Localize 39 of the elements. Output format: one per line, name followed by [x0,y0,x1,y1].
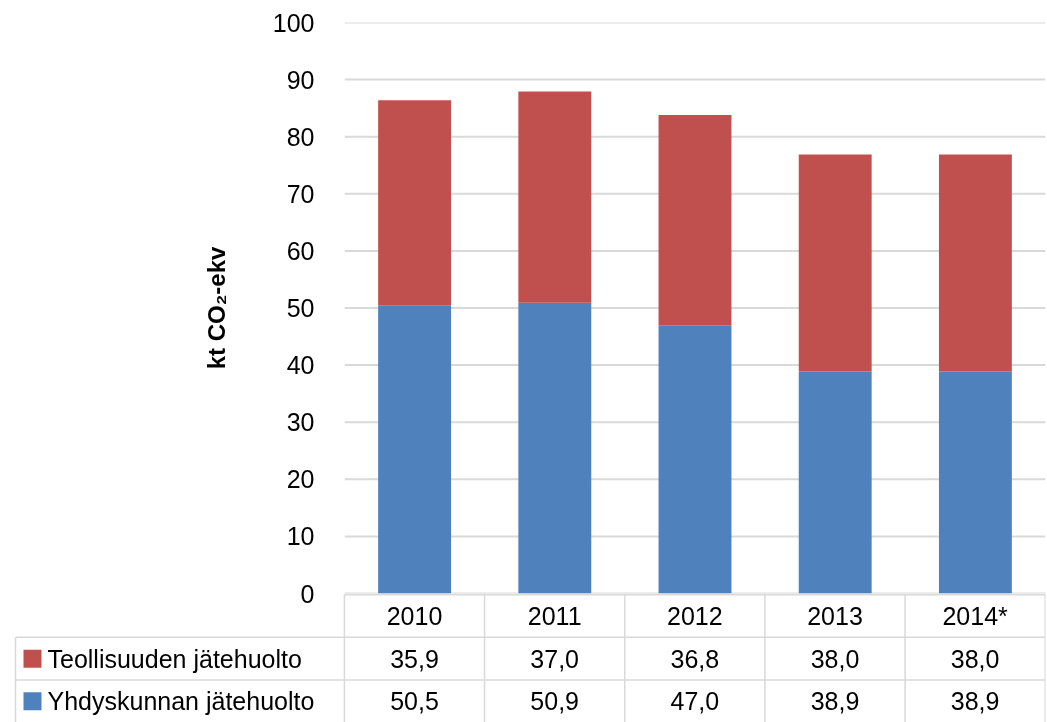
bar [518,91,592,303]
data-label: 37,0 [530,644,579,673]
data-label: 36,8 [670,644,720,673]
bar [798,371,872,594]
data-label: 50,9 [530,687,579,716]
data-label: 38,0 [950,644,1000,673]
bar [938,154,1012,372]
y-tick-label: 100 [272,8,315,37]
legend-label: Yhdyskunnan jätehuolto [47,687,315,716]
data-label: 38,9 [950,687,1000,716]
y-tick-label: 60 [286,236,315,265]
data-label: 38,0 [810,644,860,673]
x-tick-label: 2013 [807,602,863,631]
data-label: 47,0 [670,687,720,716]
x-tick-label: 2011 [527,602,582,631]
bar [798,154,872,372]
y-tick-label: 0 [300,579,315,608]
y-tick-label: 90 [286,65,315,94]
x-tick-label: 2014* [942,602,1009,631]
y-axis-title: kt CO₂-ekv [202,245,230,370]
data-label: 35,9 [390,644,439,673]
data-label: 38,9 [810,687,860,716]
y-tick-label: 30 [286,408,315,437]
bar [378,305,452,594]
y-tick-label: 80 [286,122,315,151]
bar [658,115,732,326]
y-tick-label: 20 [286,465,315,494]
bar [518,302,592,594]
bar [658,325,732,594]
data-label: 50,5 [390,687,439,716]
x-tick-label: 2010 [386,602,443,631]
bar [378,100,452,306]
bar [938,371,1012,594]
y-tick-label: 10 [286,522,315,551]
y-tick-label: 40 [286,351,315,380]
y-tick-label: 70 [286,179,315,208]
y-tick-label: 50 [286,294,315,322]
x-tick-label: 2012 [667,602,723,631]
legend-label: Teollisuuden jätehuolto [47,644,302,673]
